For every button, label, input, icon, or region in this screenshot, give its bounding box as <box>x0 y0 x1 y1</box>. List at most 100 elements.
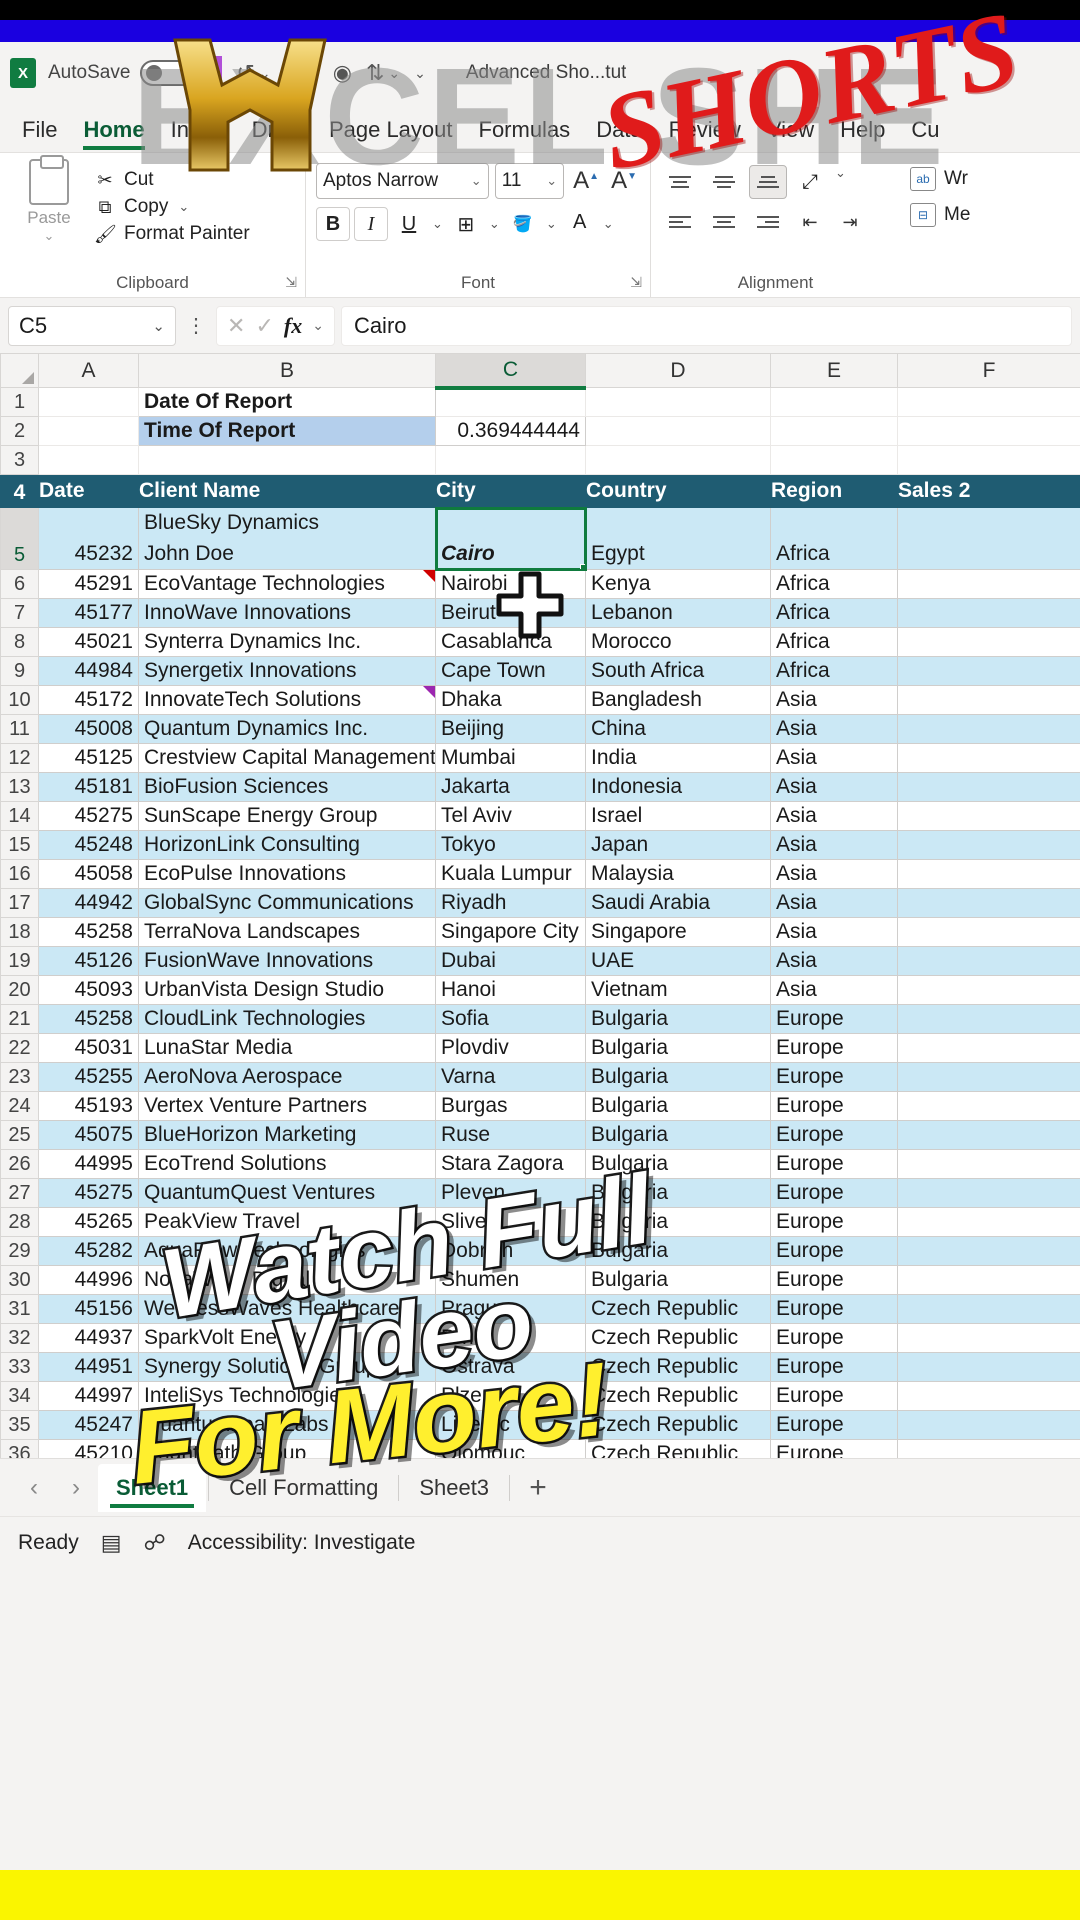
row-header-19[interactable]: 19 <box>0 946 39 976</box>
table-row[interactable]: 25 45075 BlueHorizon Marketing Ruse Bulgaria… <box>0 1120 1080 1150</box>
table-row[interactable]: 27 45275 QuantumQuest Ventures Pleven Bulgar… <box>0 1178 1080 1208</box>
cut-button[interactable]: ✂ Cut <box>94 169 250 191</box>
table-row[interactable]: 30 44996 NovaWave Digital Shumen Bulgaria Eur… <box>0 1265 1080 1295</box>
row-header-11[interactable]: 11 <box>0 714 39 744</box>
cell-f9[interactable] <box>897 656 1080 686</box>
cell-a5[interactable]: 45232 <box>38 507 139 570</box>
cell-b3[interactable] <box>138 445 436 475</box>
tab-help[interactable]: Help <box>840 117 886 142</box>
cell-e9[interactable]: Africa <box>770 656 898 686</box>
table-row[interactable]: 14 45275 SunScape Energy Group Tel Aviv Isra… <box>0 801 1080 831</box>
table-row[interactable]: 11 45008 Quantum Dynamics Inc. Beijing China… <box>0 714 1080 744</box>
col-header-sales[interactable]: Sales 2 <box>897 474 1080 508</box>
cell-c10[interactable]: Dhaka <box>435 685 586 715</box>
cell-b13[interactable]: BioFusion Sciences <box>138 772 436 802</box>
add-sheet-button[interactable]: + <box>529 1470 547 1504</box>
cell-b32[interactable]: SparkVolt Energy <box>138 1323 436 1353</box>
cell-d27[interactable]: Bulgaria <box>585 1178 771 1208</box>
row-header-12[interactable]: 12 <box>0 743 39 773</box>
cell-c32[interactable]: Brno <box>435 1323 586 1353</box>
table-row[interactable]: 19 45126 FusionWave Innovations Dubai UAE Asi… <box>0 946 1080 976</box>
sheet-tab-sheet1[interactable]: Sheet1 <box>98 1463 207 1512</box>
cell-d34[interactable]: Czech Republic <box>585 1381 771 1411</box>
cell-a7[interactable]: 45177 <box>38 598 139 628</box>
cell-f11[interactable] <box>897 714 1080 744</box>
cell-a25[interactable]: 45075 <box>38 1120 139 1150</box>
cell-f28[interactable] <box>897 1207 1080 1237</box>
sort-icon[interactable]: ⇅ <box>365 60 385 85</box>
cell-b20[interactable]: UrbanVista Design Studio <box>138 975 436 1005</box>
cell-d33[interactable]: Czech Republic <box>585 1352 771 1382</box>
table-row[interactable]: 29 45282 AquaFlow Technologies Dobrich Bulga… <box>0 1236 1080 1266</box>
table-row[interactable]: 9 44984 Synergetix Innovations Cape Town… <box>0 656 1080 686</box>
table-row[interactable]: 8 45021 Synterra Dynamics Inc. Casablanc… <box>0 627 1080 657</box>
cell-c14[interactable]: Tel Aviv <box>435 801 586 831</box>
cell-e2[interactable] <box>770 416 898 446</box>
orientation-button[interactable]: ⤢ <box>793 165 827 199</box>
cell-e14[interactable]: Asia <box>770 801 898 831</box>
accessibility-status[interactable]: Accessibility: Investigate <box>187 1530 416 1554</box>
cell-d21[interactable]: Bulgaria <box>585 1004 771 1034</box>
cell-b27[interactable]: QuantumQuest Ventures <box>138 1178 436 1208</box>
formula-chevron-icon[interactable]: ⌄ <box>312 317 324 333</box>
cell-f8[interactable] <box>897 627 1080 657</box>
row-header-4[interactable]: 4 <box>0 474 39 508</box>
row-header-3[interactable]: 3 <box>0 445 39 475</box>
cell-a2[interactable] <box>38 416 139 446</box>
cell-b35[interactable]: QuantumLeap Labs <box>138 1410 436 1440</box>
cell-a32[interactable]: 44937 <box>38 1323 139 1353</box>
cell-b23[interactable]: AeroNova Aerospace <box>138 1062 436 1092</box>
undo-chevron-icon[interactable]: ⌄ <box>258 64 271 81</box>
decrease-indent-button[interactable]: ⇤ <box>793 205 827 239</box>
fill-color-chevron-icon[interactable]: ⌄ <box>545 216 557 231</box>
cell-f21[interactable] <box>897 1004 1080 1034</box>
select-all-corner[interactable] <box>0 353 39 388</box>
cancel-icon[interactable]: ✕ <box>227 312 246 338</box>
cell-d11[interactable]: China <box>585 714 771 744</box>
row-header-18[interactable]: 18 <box>0 917 39 947</box>
cell-f20[interactable] <box>897 975 1080 1005</box>
table-row[interactable]: 31 45156 WellnessWaves Healthcare Prague Cze… <box>0 1294 1080 1324</box>
cell-b6[interactable]: EcoVantage Technologies <box>138 569 436 599</box>
cell-f13[interactable] <box>897 772 1080 802</box>
cell-c7[interactable]: Beirut <box>435 598 586 628</box>
cell-f3[interactable] <box>897 445 1080 475</box>
table-row[interactable]: 20 45093 UrbanVista Design Studio Hanoi Viet… <box>0 975 1080 1005</box>
cell-e24[interactable]: Europe <box>770 1091 898 1121</box>
row-header-10[interactable]: 10 <box>0 685 39 715</box>
table-row[interactable]: 17 44942 GlobalSync Communications Riyadh Sa… <box>0 888 1080 918</box>
col-header-region[interactable]: Region <box>770 474 898 508</box>
cell-b7[interactable]: InnoWave Innovations <box>138 598 436 628</box>
cell-c22[interactable]: Plovdiv <box>435 1033 586 1063</box>
cell-c20[interactable]: Hanoi <box>435 975 586 1005</box>
cell-b26[interactable]: EcoTrend Solutions <box>138 1149 436 1179</box>
cell-e3[interactable] <box>770 445 898 475</box>
row-header-5[interactable]: 5 <box>0 507 39 570</box>
cell-e33[interactable]: Europe <box>770 1352 898 1382</box>
underline-button[interactable]: U <box>392 207 426 241</box>
cell-c31[interactable]: Prague <box>435 1294 586 1324</box>
row-header-1[interactable]: 1 <box>0 387 39 417</box>
underline-chevron-icon[interactable]: ⌄ <box>432 216 443 231</box>
table-row[interactable]: 12 45125 Crestview Capital Management Mumba… <box>0 743 1080 773</box>
cell-d22[interactable]: Bulgaria <box>585 1033 771 1063</box>
sort-chevron-icon[interactable]: ⌄ <box>388 64 401 81</box>
font-size-select[interactable]: 11 ⌄ <box>494 163 565 199</box>
cell-f29[interactable] <box>897 1236 1080 1266</box>
cell-e34[interactable]: Europe <box>770 1381 898 1411</box>
row-header-25[interactable]: 25 <box>0 1120 39 1150</box>
cell-e26[interactable]: Europe <box>770 1149 898 1179</box>
cell-f31[interactable] <box>897 1294 1080 1324</box>
cell-b19[interactable]: FusionWave Innovations <box>138 946 436 976</box>
cell-e29[interactable]: Europe <box>770 1236 898 1266</box>
cell-c29[interactable]: Dobrich <box>435 1236 586 1266</box>
column-header-e[interactable]: E <box>770 353 898 388</box>
row-header-20[interactable]: 20 <box>0 975 39 1005</box>
row-header-34[interactable]: 34 <box>0 1381 39 1411</box>
row-header-14[interactable]: 14 <box>0 801 39 831</box>
cell-e22[interactable]: Europe <box>770 1033 898 1063</box>
tab-home[interactable]: Home <box>83 117 145 152</box>
cell-a9[interactable]: 44984 <box>38 656 139 686</box>
more-commands-chevron-icon[interactable]: ⌄ <box>414 64 426 81</box>
cell-f33[interactable] <box>897 1352 1080 1382</box>
